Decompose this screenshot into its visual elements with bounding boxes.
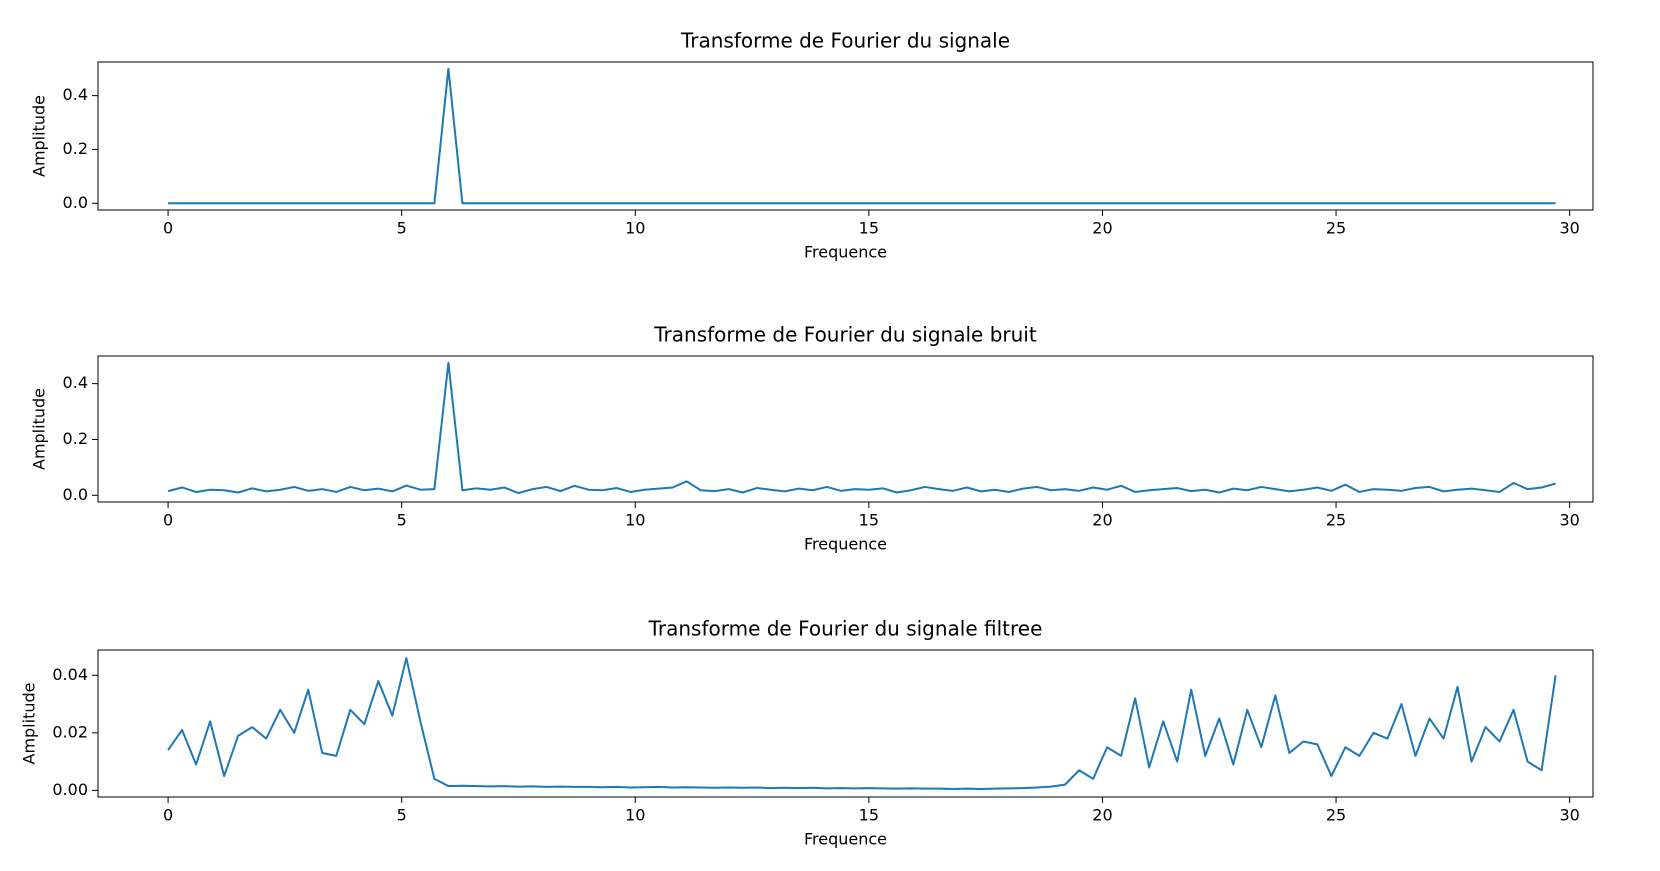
x-tick-label: 5 bbox=[397, 806, 407, 825]
y-tick-label: 0.4 bbox=[63, 85, 88, 104]
y-tick-label: 0.2 bbox=[63, 429, 88, 448]
y-tick-label: 0.00 bbox=[52, 780, 88, 799]
chart-title: Transforme de Fourier du signale bruit bbox=[653, 323, 1037, 347]
y-tick-label: 0.2 bbox=[63, 139, 88, 158]
x-tick-label: 10 bbox=[625, 806, 645, 825]
x-tick-label: 15 bbox=[859, 511, 879, 530]
y-axis-label: Amplitude bbox=[30, 388, 49, 470]
y-axis-label: Amplitude bbox=[30, 95, 49, 177]
x-tick-label: 0 bbox=[163, 511, 173, 530]
chart-title: Transforme de Fourier du signale bbox=[680, 29, 1010, 53]
x-tick-label: 25 bbox=[1326, 219, 1346, 238]
axes-frame bbox=[97, 649, 1594, 798]
line bbox=[167, 657, 1557, 790]
x-tick-label: 25 bbox=[1326, 511, 1346, 530]
x-tick-label: 20 bbox=[1092, 219, 1112, 238]
axes-frame bbox=[97, 355, 1594, 503]
x-tick-label: 5 bbox=[397, 511, 407, 530]
x-tick-label: 10 bbox=[625, 219, 645, 238]
y-tick-label: 0.02 bbox=[52, 722, 88, 741]
x-tick-label: 20 bbox=[1092, 806, 1112, 825]
y-tick-label: 0.04 bbox=[52, 665, 88, 684]
x-tick-label: 30 bbox=[1559, 511, 1579, 530]
x-axis-label: Frequence bbox=[804, 243, 887, 262]
x-tick-label: 25 bbox=[1326, 806, 1346, 825]
x-tick-label: 5 bbox=[397, 219, 407, 238]
line bbox=[167, 361, 1556, 495]
x-tick-label: 20 bbox=[1092, 511, 1112, 530]
x-tick-label: 30 bbox=[1559, 219, 1579, 238]
x-tick-label: 30 bbox=[1559, 806, 1579, 825]
x-tick-label: 15 bbox=[859, 806, 879, 825]
y-tick-label: 0.0 bbox=[63, 485, 88, 504]
x-tick-label: 15 bbox=[859, 219, 879, 238]
x-tick-label: 0 bbox=[163, 806, 173, 825]
y-tick-label: 0.4 bbox=[63, 373, 88, 392]
x-tick-label: 0 bbox=[163, 219, 173, 238]
chart-title: Transforme de Fourier du signale filtree bbox=[648, 617, 1043, 641]
axes-frame bbox=[97, 61, 1594, 211]
line bbox=[168, 67, 1556, 205]
x-tick-label: 10 bbox=[625, 511, 645, 530]
y-axis-label: Amplitude bbox=[20, 683, 39, 765]
x-axis-label: Frequence bbox=[804, 830, 887, 849]
x-axis-label: Frequence bbox=[804, 535, 887, 554]
y-tick-label: 0.0 bbox=[63, 193, 88, 212]
